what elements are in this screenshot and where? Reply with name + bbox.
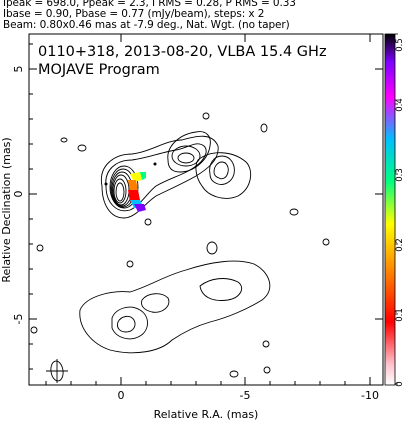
header-peak-rms: Ipeak = 698.0, Ppeak = 2.3, I RMS = 0.28… (3, 0, 296, 9)
y-tick-label: 5 (12, 66, 25, 73)
colorbar-ticks (395, 33, 398, 385)
y-tick-label: -5 (12, 314, 25, 325)
polarization-patch (128, 172, 146, 212)
colorbar (384, 33, 396, 386)
y-tick-label: 0 (12, 191, 25, 198)
plot-title: 0110+318, 2013-08-20, VLBA 15.4 GHz (38, 44, 327, 60)
x-tick-label: 0 (118, 389, 125, 402)
y-axis-ticks (29, 43, 383, 370)
y-axis-label: Relative Declination (mas) (0, 137, 13, 282)
colorbar-tick-label: 0.5 (395, 38, 405, 52)
contour-map (30, 112, 330, 383)
x-axis-label: Relative R.A. (mas) (154, 408, 259, 421)
header-beam: Beam: 0.80x0.46 mas at -7.9 deg., Nat. W… (3, 19, 290, 31)
plot-subtitle: MOJAVE Program (38, 62, 160, 78)
jet-knot-contours (167, 131, 252, 199)
core-contours (100, 135, 219, 219)
header-base-steps: Ibase = 0.90, Pbase = 0.77 (mJy/beam), s… (3, 8, 265, 20)
noise-contours (30, 112, 330, 378)
x-axis-ticks (45, 34, 371, 385)
colorbar-tick-label: 0.1 (395, 308, 405, 322)
x-tick-label: -5 (240, 389, 251, 402)
beam-ellipse (46, 359, 68, 383)
colorbar-tick-label: 0 (395, 381, 405, 386)
colorbar-tick-label: 0.2 (395, 238, 405, 252)
colorbar-tick-label: 0.4 (395, 98, 405, 112)
southern-lobe-contours (79, 260, 271, 354)
x-tick-label: -10 (361, 389, 379, 402)
plot-frame (28, 33, 384, 386)
colorbar-tick-label: 0.3 (395, 168, 405, 182)
marker-dot (104, 182, 108, 186)
marker-dot (153, 162, 157, 166)
